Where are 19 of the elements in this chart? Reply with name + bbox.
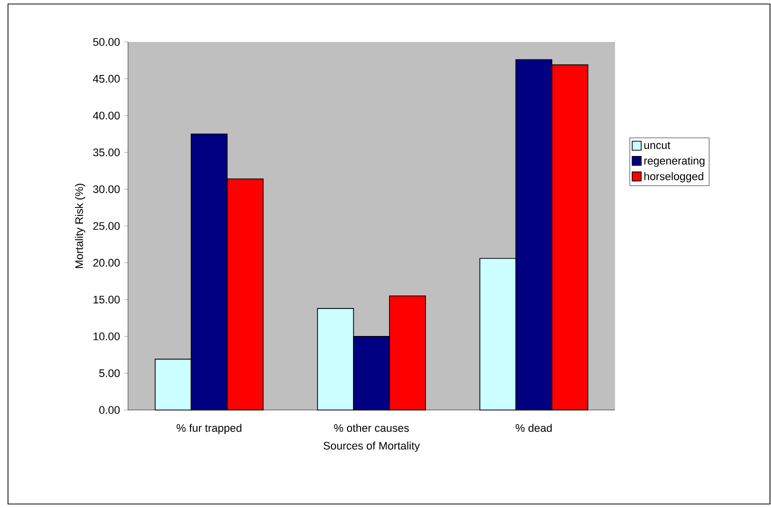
y-tick-label: 25.00 bbox=[93, 222, 120, 230]
legend-label: horselogged bbox=[644, 172, 704, 182]
x-tick-label: % dead bbox=[516, 424, 552, 432]
x-tick-label: % fur trapped bbox=[176, 424, 242, 434]
y-tick-label: 5.00 bbox=[99, 369, 120, 378]
y-tick-label: 0.00 bbox=[99, 406, 120, 414]
y-tick-label: 20.00 bbox=[93, 258, 120, 267]
y-tick-label: 45.00 bbox=[92, 74, 120, 83]
y-tick-label: 50.00 bbox=[93, 38, 120, 46]
legend-label: regenerating bbox=[644, 156, 704, 167]
y-tick-label: 30.00 bbox=[93, 185, 120, 194]
y-tick-label: 35.00 bbox=[93, 148, 120, 156]
x-tick-label: % other causes bbox=[334, 424, 409, 432]
y-tick-label: 10.00 bbox=[94, 332, 120, 340]
y-tick-label: 15.00 bbox=[94, 296, 120, 304]
legend-label: uncut bbox=[644, 142, 670, 150]
x-axis-title: Sources of Mortality bbox=[324, 442, 420, 452]
y-tick-label: 40.00 bbox=[92, 112, 120, 120]
y-axis-title: Mortality Risk (%) bbox=[75, 184, 86, 268]
